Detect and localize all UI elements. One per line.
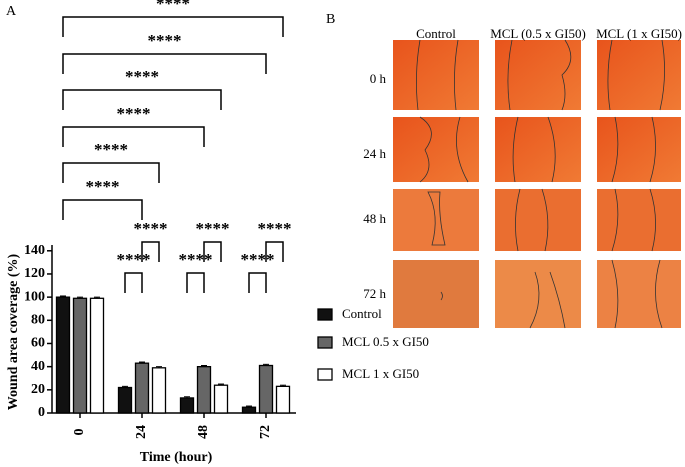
bar [213, 384, 229, 414]
significance-bracket [203, 241, 222, 262]
legend-swatch [317, 308, 333, 321]
micrograph [597, 260, 681, 328]
bar [258, 364, 274, 414]
y-tick-label: 40 [31, 359, 45, 374]
significance-bracket [62, 126, 205, 147]
bar [55, 296, 71, 414]
bar [179, 397, 195, 414]
image-grid [393, 39, 681, 329]
significance-label: **** [94, 140, 128, 159]
significance-label: **** [241, 250, 275, 269]
micrograph [393, 117, 479, 182]
row-label: 72 h [363, 286, 386, 301]
significance-label: **** [86, 177, 120, 196]
micrograph [393, 40, 479, 110]
y-axis-label: Wound area coverage (%) [6, 253, 21, 410]
legend-label: Control [342, 306, 382, 321]
significance-bracket [265, 241, 284, 262]
row-label: 48 h [363, 211, 386, 226]
wound-edge [529, 271, 566, 329]
wound-edge [512, 116, 556, 183]
micrograph [597, 40, 681, 110]
significance-bracket [248, 272, 267, 293]
x-tick-label: 72 [258, 425, 273, 439]
column-label: MCL (1 x GI50) [596, 26, 682, 41]
y-tick-label: 140 [24, 243, 45, 258]
significance-bracket [62, 16, 284, 37]
significance-label: **** [117, 104, 151, 123]
significance-bracket [62, 89, 222, 110]
x-tick-label: 48 [196, 425, 211, 439]
wound-edge [607, 39, 665, 111]
micrograph [597, 117, 681, 182]
wound-edge [440, 291, 443, 301]
y-tick-label: 0 [38, 405, 45, 420]
x-axis-label: Time (hour) [140, 450, 213, 465]
bar [89, 297, 105, 414]
row-label: 24 h [363, 146, 386, 161]
legend-swatch [317, 336, 333, 349]
legend-label: MCL 0.5 x GI50 [342, 334, 429, 349]
micrograph [393, 189, 479, 251]
micrograph [495, 117, 581, 182]
column-label: MCL (0.5 x GI50) [490, 26, 586, 41]
micrograph [495, 189, 581, 251]
wound-edge [515, 188, 549, 252]
panel-label: A [6, 4, 17, 19]
bar [275, 385, 291, 414]
significance-label: **** [148, 31, 182, 50]
wound-edge [416, 39, 459, 111]
significance-bracket [62, 162, 160, 183]
wound-edge [611, 116, 656, 183]
wound-edge [419, 116, 469, 183]
significance-label: **** [258, 219, 292, 238]
wound-edge [507, 39, 572, 111]
wound-edge [427, 191, 446, 246]
column-label: Control [416, 26, 456, 41]
significance-label: **** [156, 0, 190, 13]
significance-label: **** [196, 219, 230, 238]
x-tick-label: 0 [72, 429, 87, 436]
y-tick-label: 60 [31, 336, 45, 351]
bar [117, 386, 133, 414]
bar [72, 297, 88, 414]
significance-label: **** [134, 219, 168, 238]
significance-bracket [62, 199, 143, 220]
wound-edge [611, 259, 663, 329]
y-tick-label: 80 [31, 313, 45, 328]
micrograph [495, 260, 581, 328]
micrograph [495, 40, 581, 110]
bar [196, 366, 212, 414]
legend-swatch [317, 368, 333, 381]
significance-bracket [124, 272, 143, 293]
bar [241, 406, 257, 414]
significance-label: **** [117, 250, 151, 269]
significance-bracket [62, 53, 267, 74]
y-tick-label: 20 [31, 382, 45, 397]
row-label: 0 h [370, 71, 387, 86]
panel-label: B [326, 12, 335, 27]
legend-label: MCL 1 x GI50 [342, 366, 419, 381]
y-tick-label: 100 [24, 289, 45, 304]
bar [151, 367, 167, 414]
bar [134, 362, 150, 414]
micrograph [597, 189, 681, 251]
significance-bracket [186, 272, 205, 293]
x-tick-label: 24 [134, 425, 149, 439]
y-tick-label: 120 [24, 266, 45, 281]
significance-bracket [141, 241, 160, 262]
micrograph [393, 260, 479, 328]
wound-edge [611, 188, 656, 252]
significance-label: **** [179, 250, 213, 269]
significance-label: **** [125, 67, 159, 86]
